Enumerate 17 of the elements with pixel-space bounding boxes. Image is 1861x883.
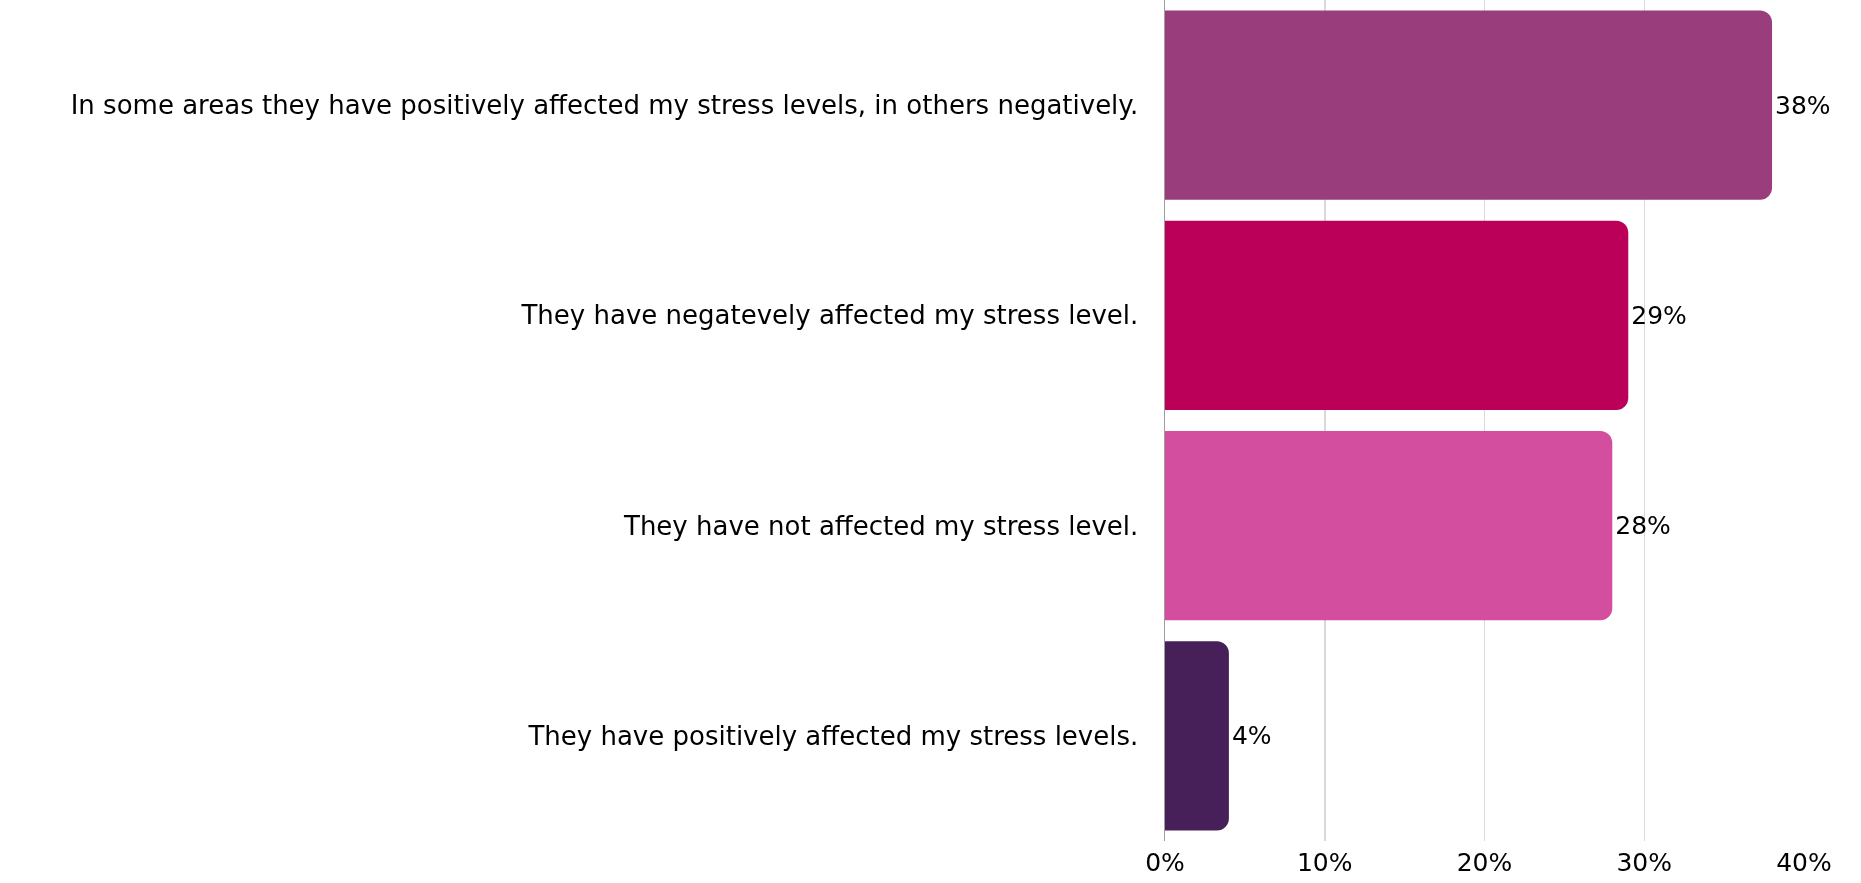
data-label: 38% bbox=[1775, 90, 1831, 120]
y-tick-label: They have positively affected my stress levels. bbox=[527, 720, 1139, 751]
y-tick-label: In some areas they have positively affected my stress levels, in others negatively. bbox=[70, 90, 1139, 121]
data-label: 4% bbox=[1231, 721, 1272, 751]
x-tick-label: 40% bbox=[1776, 848, 1832, 877]
x-tick-label: 0% bbox=[1145, 848, 1185, 877]
y-tick-label: They have negatevely affected my stress level. bbox=[520, 300, 1139, 331]
bar bbox=[1165, 220, 1629, 410]
x-tick-label: 30% bbox=[1616, 848, 1673, 877]
data-label: 29% bbox=[1631, 300, 1687, 330]
bar bbox=[1165, 10, 1773, 200]
bar bbox=[1165, 431, 1613, 621]
y-tick-label: They have not affected my stress level. bbox=[623, 510, 1139, 541]
bar bbox=[1165, 641, 1229, 831]
data-label: 28% bbox=[1615, 511, 1671, 541]
x-tick-label: 20% bbox=[1456, 848, 1513, 877]
x-tick-label: 10% bbox=[1296, 848, 1353, 877]
